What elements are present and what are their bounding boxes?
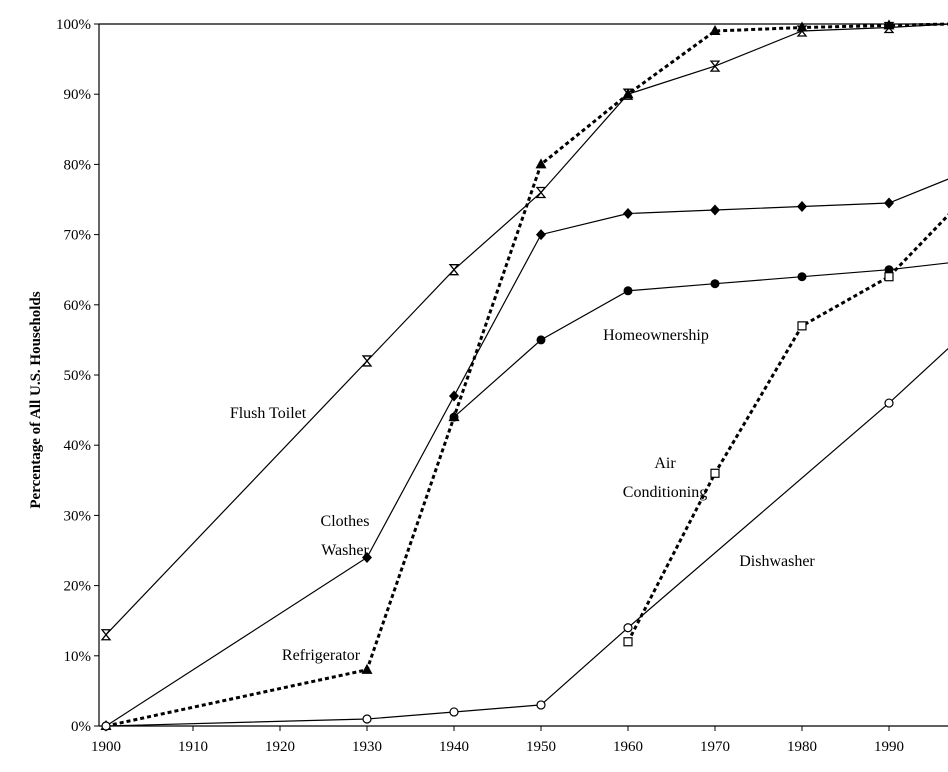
x-tick-label: 1910 xyxy=(178,739,208,755)
flush-toilet-point xyxy=(709,60,721,72)
dishwasher-point xyxy=(884,398,894,408)
clothes-washer-label: Clothes xyxy=(321,513,370,530)
clothes-washer-point xyxy=(449,390,459,402)
dishwasher-point xyxy=(362,714,372,724)
air-conditioning-point xyxy=(623,637,633,647)
flush-toilet-point xyxy=(448,264,460,276)
dishwasher-point xyxy=(623,623,633,633)
series-clothes-washer xyxy=(101,178,948,732)
x-tick-label: 1900 xyxy=(91,739,121,755)
y-axis-label: Percentage of All U.S. Households xyxy=(28,291,44,508)
dishwasher-line xyxy=(105,347,948,727)
clothes-washer-label: Washer xyxy=(321,542,369,559)
refrigerator-point xyxy=(709,25,721,36)
dishwasher-point xyxy=(449,707,459,717)
refrigerator-point xyxy=(535,158,547,169)
y-tick-label: 100% xyxy=(56,17,91,33)
homeownership-point xyxy=(536,335,546,345)
homeownership-point xyxy=(710,279,720,289)
x-tick-label: 1980 xyxy=(787,739,817,755)
homeownership-point xyxy=(797,272,807,282)
clothes-washer-point xyxy=(797,201,807,213)
refrigerator-line xyxy=(105,22,948,728)
series-labels: Flush Toilet Refrigerator Clothes Washer Hom… xyxy=(230,327,816,664)
flush-toilet-point xyxy=(361,355,373,367)
air-conditioning-point xyxy=(884,272,894,282)
homeownership-label: Homeownership xyxy=(603,327,709,344)
homeownership-point xyxy=(449,412,459,422)
flush-toilet-label: Flush Toilet xyxy=(230,405,307,422)
flush-toilet-point xyxy=(100,629,112,641)
x-tick-label: 1950 xyxy=(526,739,556,755)
clothes-washer-point xyxy=(536,229,546,241)
clothes-washer-point xyxy=(884,197,894,209)
flush-toilet-line xyxy=(105,23,948,636)
dishwasher-point xyxy=(101,721,111,731)
refrigerator-label: Refrigerator xyxy=(282,647,361,664)
y-tick-label: 30% xyxy=(64,508,92,524)
y-tick-label: 10% xyxy=(64,649,92,665)
dishwasher-label: Dishwasher xyxy=(739,553,815,570)
refrigerator-point xyxy=(622,88,634,99)
clothes-washer-point xyxy=(623,208,633,220)
clothes-washer-point xyxy=(362,552,372,564)
homeownership-point xyxy=(623,286,633,296)
homeownership-point xyxy=(884,265,894,275)
air-conditioning-label: Air xyxy=(654,455,676,472)
series-flush-toilet xyxy=(100,21,948,641)
series-layer xyxy=(100,19,948,732)
air-conditioning-point xyxy=(710,468,720,478)
series-air-conditioning xyxy=(623,213,948,647)
flush-toilet-point xyxy=(535,186,547,199)
x-tick-label: 1920 xyxy=(265,739,295,755)
y-tick-label: 50% xyxy=(64,368,92,384)
series-dishwasher xyxy=(101,347,948,731)
dishwasher-point xyxy=(536,700,546,710)
y-tick-label: 20% xyxy=(64,579,92,595)
y-tick-label: 40% xyxy=(64,438,92,454)
clothes-washer-point xyxy=(710,204,720,216)
y-tick-label: 60% xyxy=(64,298,92,314)
refrigerator-point xyxy=(796,21,808,32)
y-tick-label: 90% xyxy=(64,87,92,103)
axes: 0% 10% 20% 30% 40% 50% 60% 70% 80% 90% 100% 1900 191… xyxy=(56,17,948,755)
series-homeownership xyxy=(449,262,948,422)
y-tick-label: 80% xyxy=(64,157,92,173)
clothes-washer-line xyxy=(105,178,948,727)
x-tick-label: 1940 xyxy=(439,739,469,755)
x-tick-label: 1970 xyxy=(700,739,730,755)
series-refrigerator xyxy=(100,19,948,730)
x-tick-label: 1930 xyxy=(352,739,382,755)
y-tick-label: 0% xyxy=(71,719,91,735)
y-tick-label: 70% xyxy=(64,228,92,244)
air-conditioning-point xyxy=(797,321,807,331)
x-tick-label: 1960 xyxy=(613,739,643,755)
refrigerator-point xyxy=(361,663,373,674)
refrigerator-point xyxy=(883,19,895,30)
air-conditioning-label: Conditioning xyxy=(623,484,707,501)
x-tick-label: 1990 xyxy=(874,739,904,755)
